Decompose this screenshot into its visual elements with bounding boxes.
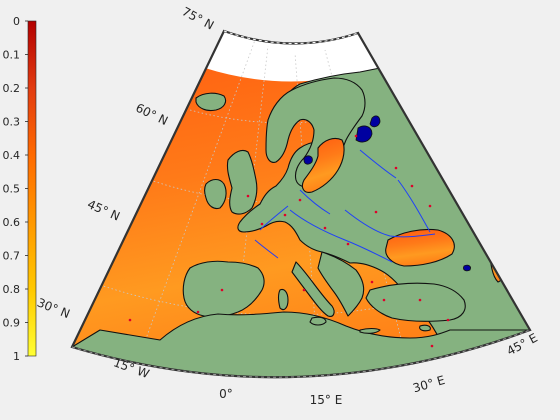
colorbar: 0 0.1 0.2 0.3 0.4 0.5 0.6 0.7 0.8 0.9 1 xyxy=(3,15,37,363)
city-marker xyxy=(446,318,450,322)
lon-label-0: 0° xyxy=(219,387,233,401)
black-sea xyxy=(385,228,455,267)
colorbar-bar xyxy=(27,20,37,357)
city-marker xyxy=(196,310,200,314)
land xyxy=(72,67,530,378)
colorbar-tick-label: 0.7 xyxy=(3,250,21,263)
colorbar-tick-label: 0.8 xyxy=(3,283,21,296)
city-marker xyxy=(298,198,302,202)
colorbar-ticks: 0 0.1 0.2 0.3 0.4 0.5 0.6 0.7 0.8 0.9 1 xyxy=(3,15,28,363)
city-marker xyxy=(374,210,378,214)
city-marker xyxy=(220,288,224,292)
landmass-iberia xyxy=(182,260,265,318)
colorbar-tick-label: 1 xyxy=(13,350,20,363)
lakes xyxy=(303,115,471,272)
city-marker xyxy=(382,298,386,302)
lat-label-45: 45° N xyxy=(85,197,122,224)
city-marker xyxy=(323,226,327,230)
colorbar-tick-label: 0.6 xyxy=(3,216,21,229)
lake-sevan xyxy=(463,264,471,272)
city-marker xyxy=(260,222,264,226)
lat-label-75: 75° N xyxy=(180,4,217,32)
map-area xyxy=(70,29,532,379)
city-marker xyxy=(430,344,434,348)
colorbar-tick-label: 0.1 xyxy=(3,49,21,62)
city-marker xyxy=(346,242,350,246)
colorbar-tick-label: 0 xyxy=(13,15,20,28)
city-marker xyxy=(128,318,132,322)
baltic-sea xyxy=(301,137,345,193)
lon-label-15e: 15° E xyxy=(310,393,343,407)
arctic-no-data xyxy=(180,31,380,82)
landmass-italy xyxy=(291,261,335,317)
landmass-sicily xyxy=(309,316,327,326)
colorbar-tick-label: 0.9 xyxy=(3,317,21,330)
city-marker xyxy=(428,204,432,208)
map-frame-dashes xyxy=(223,30,359,44)
colorbar-tick-label: 0.5 xyxy=(3,183,21,196)
landmass-sardinia xyxy=(277,288,289,311)
lake-onega xyxy=(369,115,381,128)
city-marker xyxy=(302,288,306,292)
landmass-ireland xyxy=(203,178,227,210)
city-marker xyxy=(394,166,398,170)
lon-label-30e: 30° E xyxy=(411,373,446,395)
landmass-cyprus xyxy=(419,324,431,332)
cities xyxy=(128,134,450,348)
landmass-balkans xyxy=(317,251,365,317)
lake-vanern xyxy=(303,155,313,165)
city-marker xyxy=(370,280,374,284)
city-marker xyxy=(410,184,414,188)
landmass-great-britain xyxy=(226,149,258,215)
city-marker xyxy=(283,213,287,217)
colorbar-tick-label: 0.4 xyxy=(3,149,21,162)
landmass-crete xyxy=(359,327,381,334)
lake-ladoga xyxy=(355,125,373,143)
lat-label-60: 60° N xyxy=(133,101,170,129)
city-marker xyxy=(354,134,358,138)
landmass-iceland xyxy=(195,92,227,112)
lat-label-30: 30° N xyxy=(35,295,72,321)
rivers xyxy=(254,149,479,263)
colorbar-tick-label: 0.3 xyxy=(3,116,21,129)
landmass-anatolia xyxy=(365,282,466,322)
landmass-scandinavia xyxy=(265,77,366,188)
colorbar-tick-label: 0.2 xyxy=(3,82,21,95)
city-marker xyxy=(246,194,250,198)
city-marker xyxy=(418,298,422,302)
